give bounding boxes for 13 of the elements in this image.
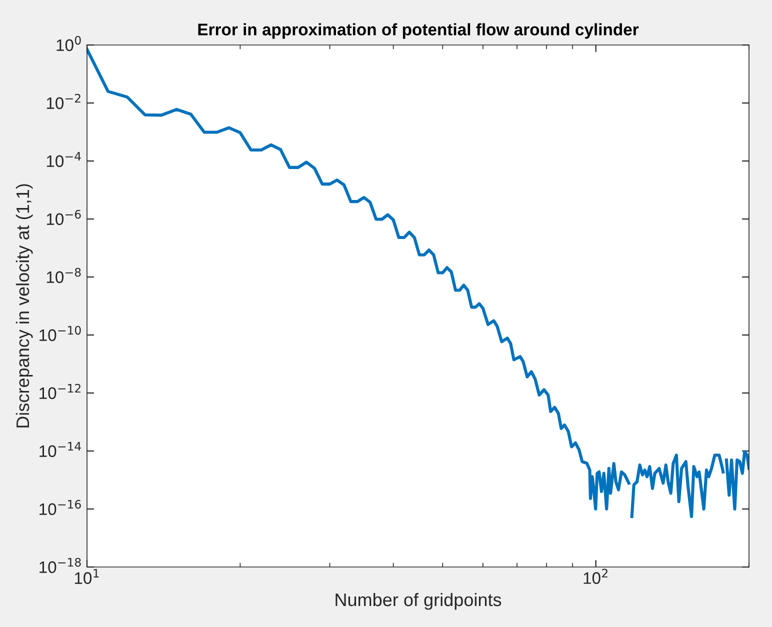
- y-tick-label: 10$^{−6}$: [46, 210, 81, 226]
- x-axis-title: Number of gridpoints: [336, 592, 502, 610]
- y-axis-title: Discrepancy in velocity at (1,1): [16, 184, 33, 428]
- y-tick-label: 10$^{−10}$: [40, 326, 81, 342]
- y-tick-label: 10$^{−16}$: [40, 500, 81, 516]
- x-tick-label: 10$^{2}$: [584, 568, 608, 584]
- y-tick-label: 10$^{−2}$: [46, 94, 80, 110]
- y-tick-label: 10$^{0}$: [56, 36, 81, 52]
- y-tick-label: 10$^{−8}$: [46, 268, 81, 284]
- y-tick-label: 10$^{−4}$: [46, 152, 81, 168]
- y-tick-label: 10$^{−14}$: [40, 442, 81, 458]
- chart-title: Error in approximation of potential flow around cylinder: [198, 23, 639, 39]
- y-tick-label: 10$^{−12}$: [40, 384, 80, 400]
